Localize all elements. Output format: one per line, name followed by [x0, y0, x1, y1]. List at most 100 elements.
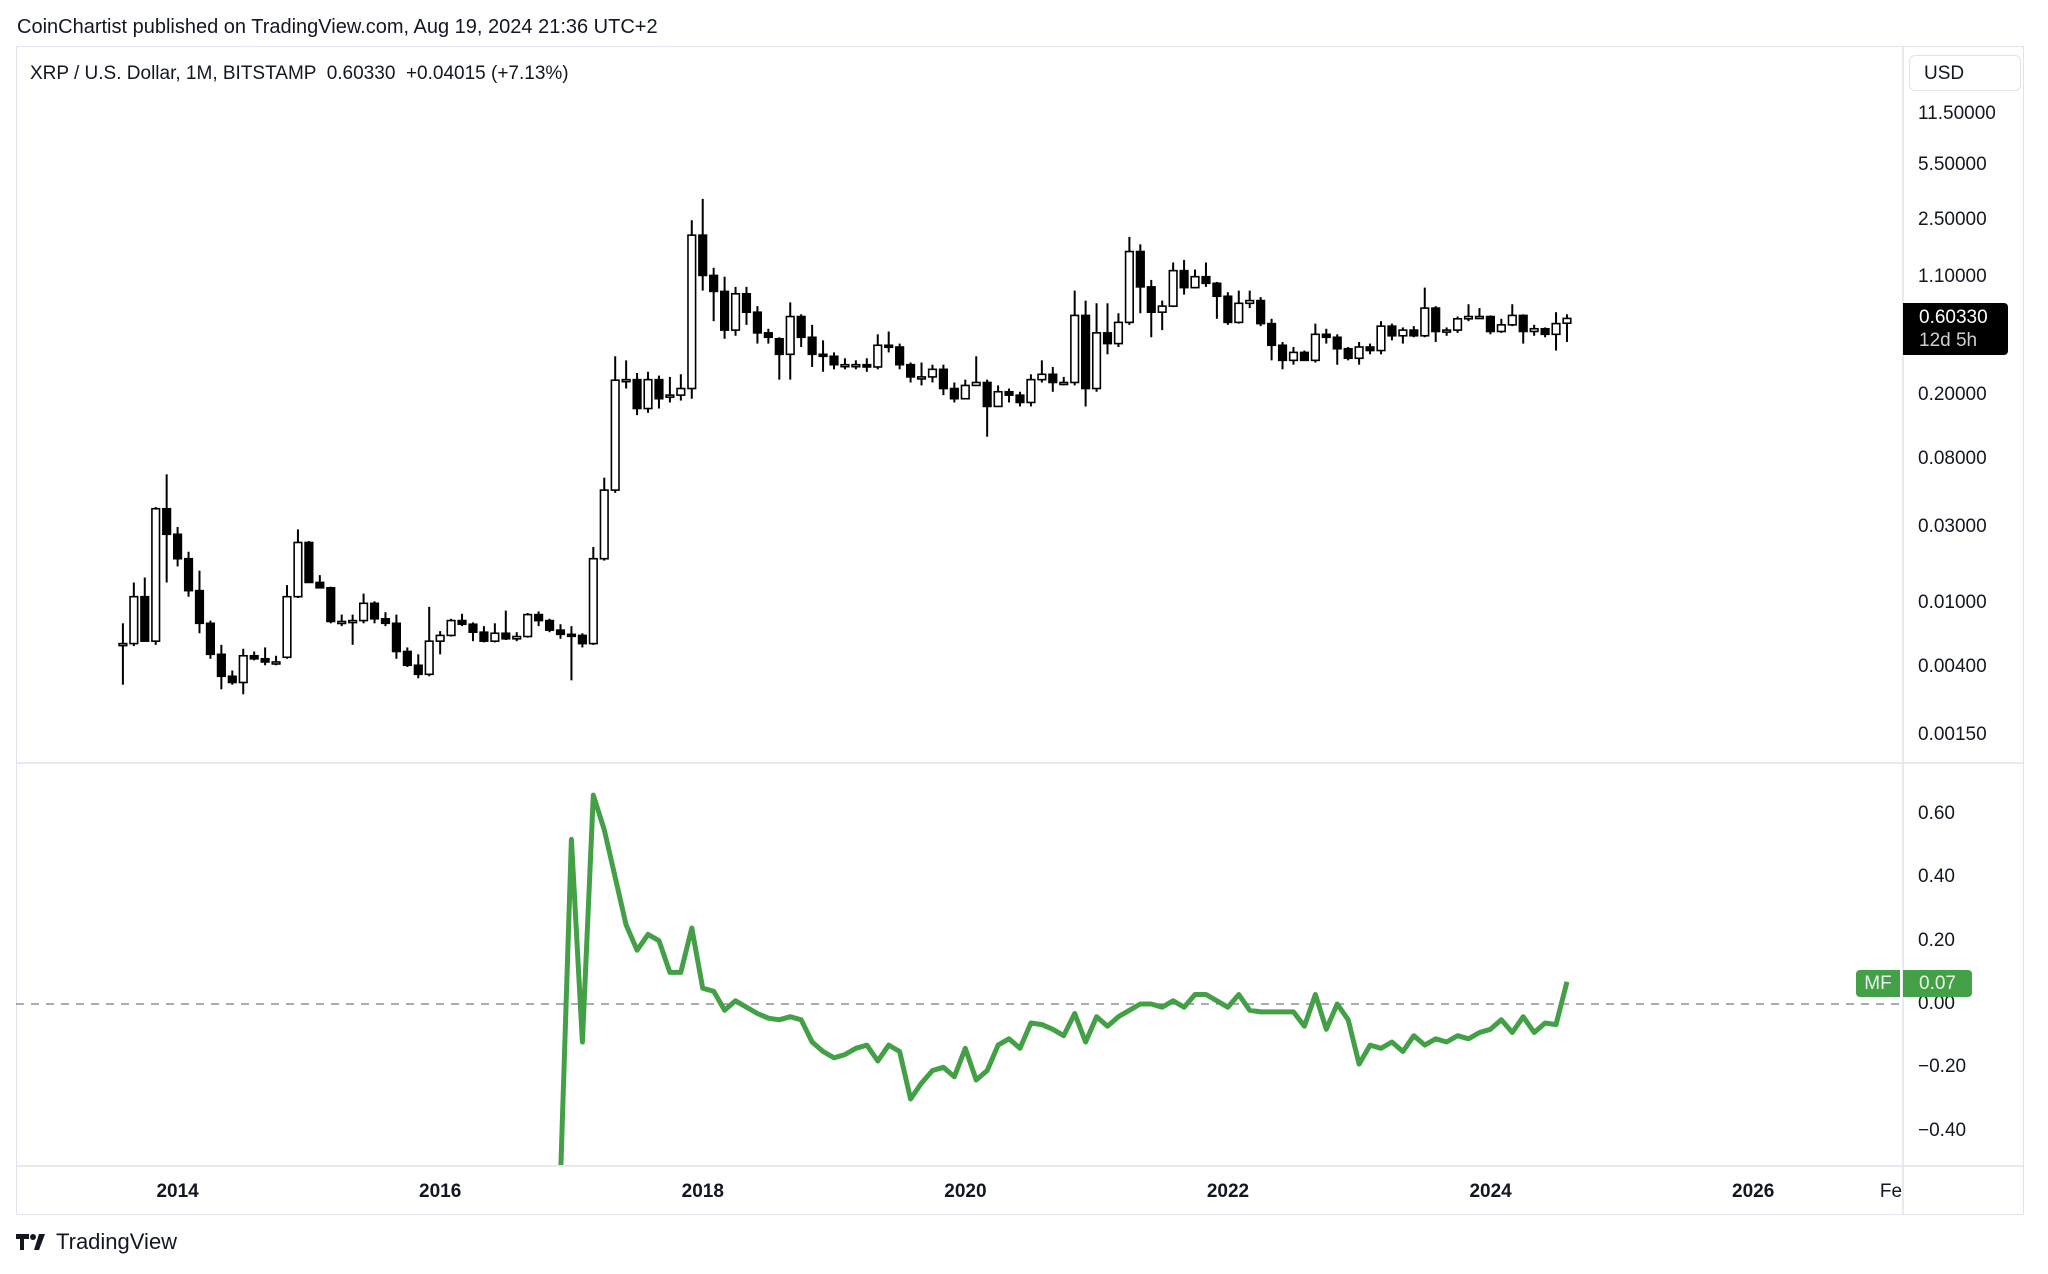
candle — [479, 626, 489, 643]
candle — [621, 360, 631, 389]
tradingview-logo[interactable]: TradingView — [16, 1229, 177, 1255]
indicator-tick-label: 0.40 — [1918, 866, 1955, 888]
candle-body-up — [446, 619, 456, 637]
candle — [971, 356, 981, 387]
candle-body-down — [1081, 314, 1091, 390]
candle-body-down — [1004, 390, 1014, 396]
indicator-tick-label: −0.20 — [1918, 1056, 1967, 1078]
candle — [1026, 374, 1036, 407]
candle-body-down — [566, 633, 577, 638]
candle — [1365, 343, 1375, 355]
candle — [895, 343, 905, 370]
candle-body-up — [337, 620, 347, 625]
candle — [1409, 326, 1419, 338]
candle — [774, 337, 784, 380]
candle — [927, 364, 938, 383]
candle-body-up — [1070, 314, 1080, 384]
last-price: 0.60330 — [326, 63, 396, 84]
candle-body-up — [665, 394, 675, 398]
indicator-tick-label: 0.20 — [1918, 929, 1955, 951]
brand-name: TradingView — [56, 1229, 178, 1254]
candle — [348, 614, 358, 645]
time-tick-label: 2016 — [419, 1181, 462, 1202]
candle — [534, 611, 544, 627]
candle-body-up — [1452, 318, 1463, 331]
candle-body-up — [151, 507, 161, 642]
candle-body-down — [205, 622, 216, 656]
candle — [1190, 269, 1200, 289]
candle-body-up — [1442, 329, 1452, 333]
candle-body-down — [216, 653, 226, 678]
candle — [851, 360, 861, 370]
candle — [490, 623, 500, 643]
candle-body-down — [457, 619, 467, 626]
candle — [1168, 262, 1178, 308]
candle-body-down — [413, 664, 423, 676]
candle-body-up — [1190, 275, 1200, 289]
candle-body-down — [304, 541, 314, 584]
time-tick-label: 2018 — [681, 1181, 724, 1202]
candle-body-down — [162, 507, 172, 536]
candle-body-up — [1463, 315, 1474, 320]
candle-body-down — [1223, 295, 1233, 324]
candle-body-down — [752, 311, 763, 334]
candle-body-up — [1168, 269, 1178, 307]
candle — [1135, 244, 1145, 314]
candle — [1124, 236, 1134, 325]
indicator-tick-label: 0.60 — [1918, 803, 1955, 825]
candle-body-down — [1409, 329, 1419, 337]
candle-body-down — [796, 315, 806, 339]
candle-body-down — [807, 336, 817, 356]
candle-body-up — [588, 557, 598, 645]
candle-body-up — [1245, 299, 1255, 305]
candle — [1091, 303, 1102, 392]
candle-body-down — [709, 274, 719, 293]
candle-body-up — [293, 541, 303, 598]
time-tick-label: 2014 — [156, 1181, 199, 1202]
currency-button[interactable]: USD — [1909, 55, 2021, 91]
symbol-name: XRP / U.S. Dollar, 1M, BITSTAMP — [30, 63, 317, 84]
candle — [446, 618, 456, 637]
candle-body-down — [183, 557, 194, 592]
candle-body-down — [1343, 347, 1353, 360]
candle-body-up — [621, 378, 631, 383]
candle-body-up — [785, 315, 795, 356]
candle-body-down — [938, 368, 948, 390]
candle — [523, 612, 533, 638]
candle — [1081, 300, 1091, 407]
indicator-tick-label: 0.00 — [1918, 993, 1955, 1014]
candle — [1420, 287, 1430, 338]
candle — [719, 276, 730, 339]
candle — [380, 612, 391, 627]
candle — [796, 314, 806, 347]
candle-body-down — [577, 634, 587, 645]
symbol-legend[interactable]: XRP / U.S. Dollar, 1M, BITSTAMP 0.60330 … — [30, 63, 569, 85]
candle — [260, 647, 270, 666]
candle-body-up — [1507, 314, 1517, 326]
candle-body-up — [1113, 321, 1124, 345]
indicator-tick-label: −0.40 — [1918, 1119, 1967, 1141]
candle — [1332, 334, 1342, 365]
candle — [555, 624, 566, 639]
candle-body-down — [1518, 314, 1528, 333]
candle — [162, 474, 172, 583]
candle — [1146, 279, 1156, 338]
candle-body-down — [555, 629, 566, 636]
candle — [763, 328, 773, 344]
candle-body-down — [1102, 332, 1113, 345]
price-tick-label: 2.50000 — [1918, 208, 1987, 230]
candle — [938, 364, 948, 396]
candle — [1157, 300, 1167, 331]
candle-body-up — [282, 595, 292, 659]
candle-body-down — [763, 332, 773, 339]
candle-body-up — [1288, 351, 1299, 362]
candle — [632, 373, 642, 416]
candle-body-down — [402, 650, 412, 667]
candle — [468, 622, 478, 642]
candle-body-up — [523, 613, 533, 638]
candle-body-up — [1037, 373, 1047, 381]
candle — [829, 352, 839, 370]
price-tick-label: 1.10000 — [1918, 265, 1987, 287]
candle — [730, 286, 741, 336]
